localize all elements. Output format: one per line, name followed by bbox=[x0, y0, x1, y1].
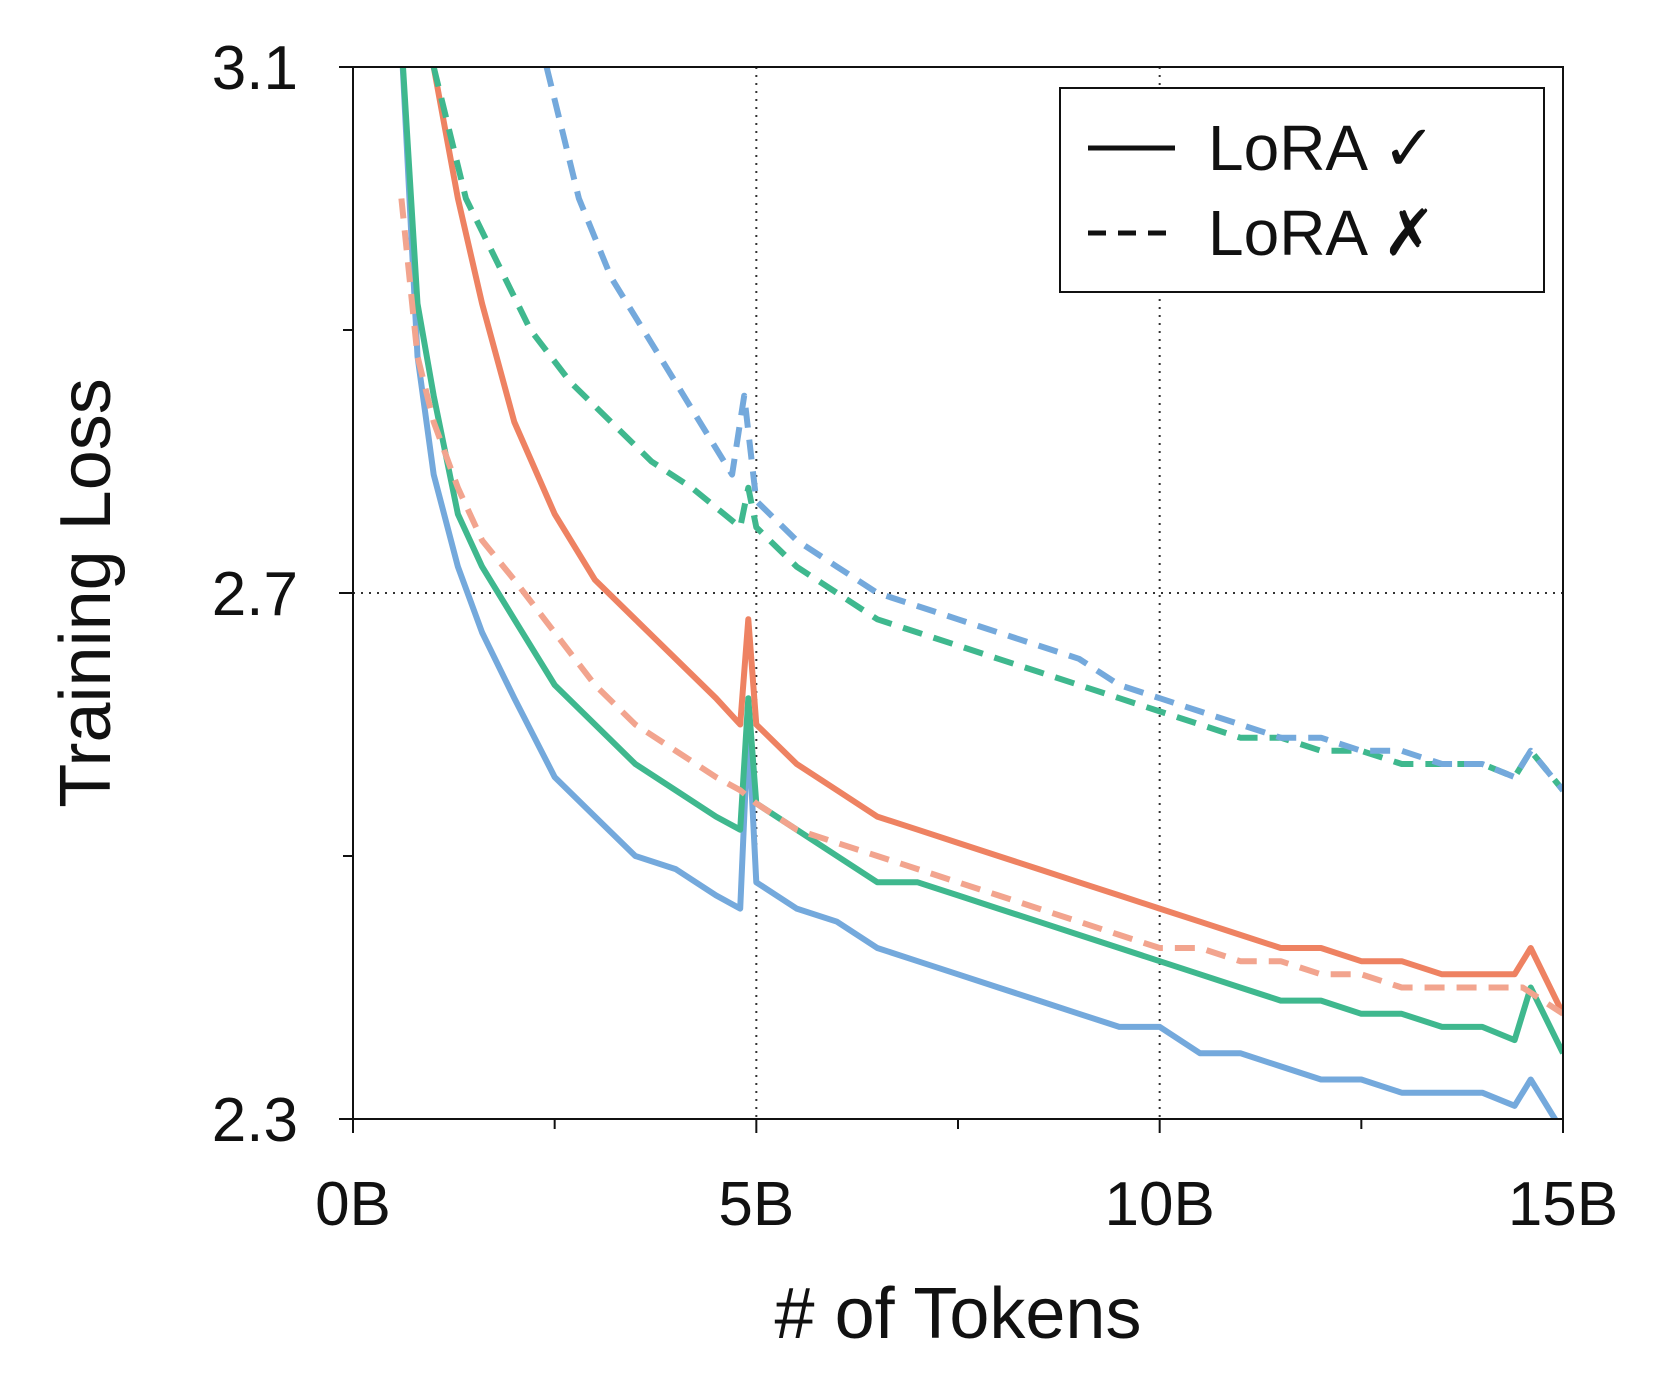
y-axis-title: Training Loss bbox=[46, 378, 126, 808]
y-tick-label: 2.3 bbox=[212, 1086, 298, 1155]
legend-label-lora-off: LoRA ✗ bbox=[1208, 197, 1436, 269]
x-tick-label: 5B bbox=[718, 1170, 794, 1239]
x-tick-label: 10B bbox=[1105, 1170, 1215, 1239]
series-layer bbox=[398, 67, 1563, 1119]
x-tick-label: 0B bbox=[315, 1170, 391, 1239]
y-tick-label: 3.1 bbox=[212, 34, 298, 103]
x-tick-label: 15B bbox=[1508, 1170, 1618, 1239]
series-line-green-dashed-4 bbox=[430, 67, 1563, 793]
series-line-green-solid-1 bbox=[400, 67, 1563, 1055]
legend-label-lora-on: LoRA ✓ bbox=[1208, 112, 1436, 184]
legend-box bbox=[1059, 87, 1545, 293]
y-tick-label: 2.7 bbox=[212, 560, 298, 629]
x-axis-title: # of Tokens bbox=[775, 1274, 1142, 1354]
series-line-blue-solid-0 bbox=[399, 67, 1559, 1119]
series-line-orange_light-dashed-3 bbox=[398, 198, 1563, 1017]
series-line-blue-dashed-5 bbox=[543, 67, 1563, 793]
legend: LoRA ✓ LoRA ✗ bbox=[1059, 87, 1545, 293]
axes bbox=[339, 66, 1564, 1133]
grid-lines bbox=[353, 67, 1563, 1119]
series-line-orange-solid-2 bbox=[430, 67, 1563, 1016]
tick-labels: 0B 5B 10B 15B 2.3 2.7 3.1 bbox=[212, 34, 1618, 1239]
